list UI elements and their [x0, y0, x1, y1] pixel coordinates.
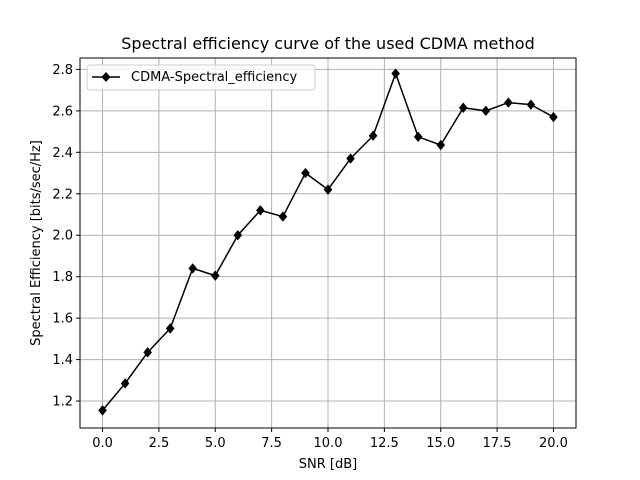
x-tick-label: 10.0: [314, 436, 343, 451]
data-point-marker: [98, 405, 107, 416]
data-point-marker: [143, 347, 152, 358]
legend-entry-label: CDMA-Spectral_efficiency: [131, 70, 297, 85]
y-tick-label: 1.4: [52, 353, 73, 368]
data-point-marker: [165, 323, 175, 334]
data-point-marker: [436, 139, 446, 151]
data-point-marker: [233, 230, 243, 241]
data-series: [98, 68, 558, 416]
y-tick-label: 2.4: [52, 146, 73, 161]
y-tick-label: 1.2: [52, 395, 73, 410]
data-point-marker: [188, 263, 198, 274]
y-axis-ticks: 1.2 1.4 1.6 1.8 2.0 2.2 2.4 2.6 2.8: [52, 63, 80, 410]
y-tick-label: 1.6: [52, 312, 73, 327]
y-tick-label: 2.2: [52, 187, 73, 202]
legend: CDMA-Spectral_efficiency: [86, 64, 316, 91]
x-axis-ticks: 0.0 2.5 5.0 7.5 10.0 12.5 15.0 17.5 20.0: [92, 428, 568, 451]
data-point-marker: [278, 211, 288, 222]
y-tick-label: 2.8: [52, 63, 73, 78]
data-point-marker: [346, 153, 355, 164]
legend-box: [86, 64, 316, 91]
x-tick-label: 20.0: [539, 436, 568, 451]
x-tick-label: 12.5: [370, 436, 399, 451]
data-point-marker: [368, 130, 378, 141]
data-point-marker: [458, 102, 468, 113]
y-axis-label: Spectral Efficiency [bits/sec/Hz]: [29, 140, 44, 346]
data-point-marker: [526, 99, 536, 110]
x-tick-label: 15.0: [426, 436, 455, 451]
y-tick-label: 2.6: [52, 104, 73, 119]
data-point-marker: [323, 184, 333, 195]
data-point-marker: [549, 111, 558, 123]
data-point-marker: [504, 97, 513, 108]
x-tick-label: 7.5: [261, 436, 282, 451]
data-point-marker: [391, 68, 400, 79]
data-point-marker: [256, 205, 265, 216]
legend-diamond-marker: [101, 72, 111, 82]
x-axis-label: SNR [dB]: [299, 457, 357, 472]
x-tick-label: 17.5: [483, 436, 512, 451]
chart-title: Spectral efficiency curve of the used CD…: [121, 34, 534, 53]
data-point-marker: [120, 378, 130, 389]
x-tick-label: 5.0: [205, 436, 226, 451]
y-tick-label: 1.8: [52, 270, 73, 285]
x-tick-label: 2.5: [149, 436, 170, 451]
data-point-marker: [481, 105, 491, 117]
data-point-marker: [210, 270, 220, 281]
y-tick-label: 2.0: [52, 229, 73, 244]
data-point-marker: [301, 167, 310, 179]
x-tick-label: 0.0: [92, 436, 113, 451]
data-point-marker: [413, 131, 423, 142]
